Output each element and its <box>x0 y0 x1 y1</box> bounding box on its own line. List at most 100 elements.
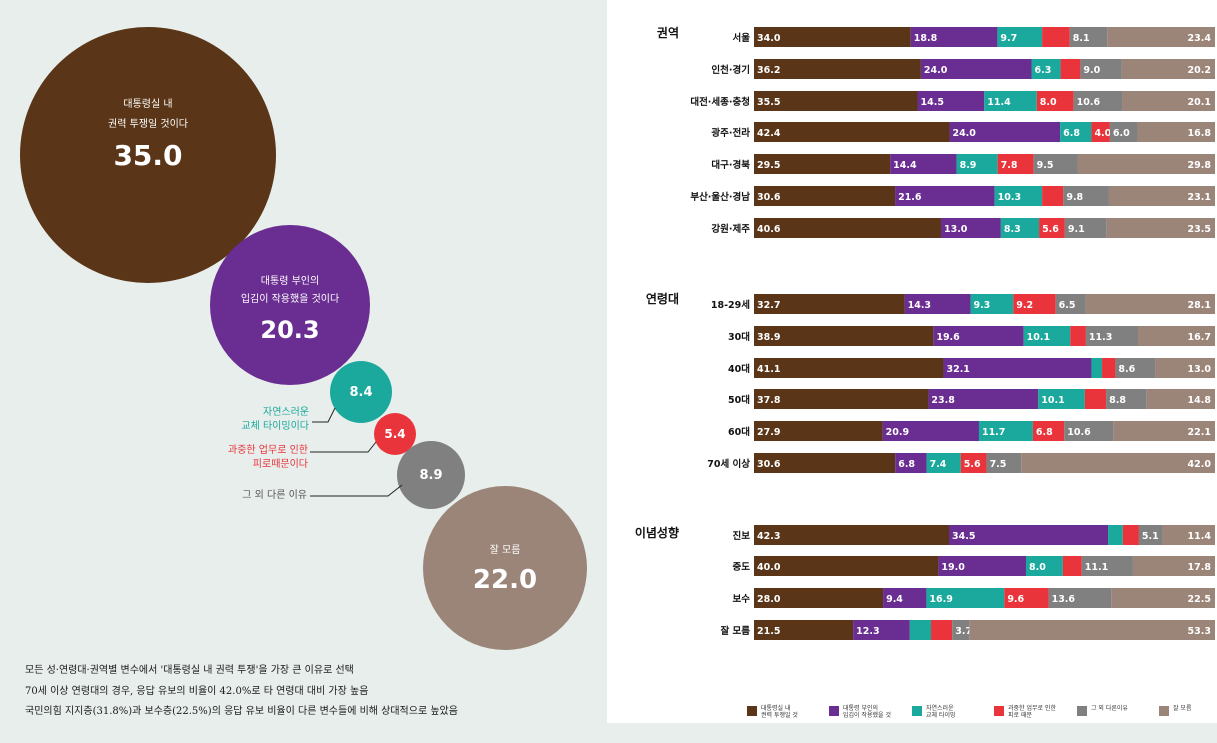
bar-segment <box>1108 525 1123 545</box>
bar-value-label: 5.1 <box>1142 531 1159 542</box>
bubble-0 <box>20 27 276 283</box>
bar-value-label: 12.3 <box>856 626 879 637</box>
bar-value-label: 7.5 <box>990 459 1007 470</box>
row-label: 보수 <box>733 594 751 605</box>
bar-value-label: 9.5 <box>1037 160 1054 171</box>
bar-row: 보수 28.0 9.4 16.9 9.6 13.6 22.5 <box>733 588 1215 608</box>
bubble-label-2: 자연스러운 <box>263 406 309 418</box>
bar-value-label: 8.0 <box>1029 562 1046 573</box>
bar-segment <box>949 122 1061 142</box>
bar-value-label: 37.8 <box>757 395 781 406</box>
bar-segment <box>1031 59 1061 79</box>
bar-segment <box>1109 122 1138 142</box>
bar-segment <box>1039 218 1065 238</box>
bar-segment <box>938 556 1026 576</box>
legend-label: 그 외 다른이유 <box>1091 705 1128 712</box>
bar-segment <box>895 453 927 473</box>
bar-segment <box>1108 186 1215 206</box>
bar-value-label: 8.3 <box>1004 224 1021 235</box>
bar-value-label: 30.6 <box>757 192 781 203</box>
bar-value-label: 22.1 <box>1188 427 1211 438</box>
bar-value-label: 35.5 <box>757 97 780 108</box>
bar-value-label: 6.3 <box>1035 65 1052 76</box>
bar-value-label: 11.1 <box>1085 562 1108 573</box>
bar-value-label: 9.7 <box>1000 33 1017 44</box>
bar-value-label: 9.0 <box>1083 65 1100 76</box>
bar-value-label: 18.8 <box>914 33 938 44</box>
bar-segment <box>960 453 987 473</box>
bubble-label-0: 대통령실 내 <box>123 98 172 110</box>
bar-segment <box>1080 59 1122 79</box>
bar-segment <box>1032 421 1065 441</box>
bar-segment <box>1107 27 1215 47</box>
legend-label-line: 대통령 부인의 <box>843 705 879 712</box>
bar-value-label: 13.6 <box>1052 594 1076 605</box>
bar-value-label: 21.6 <box>898 192 922 203</box>
bar-value-label: 8.6 <box>1118 364 1135 375</box>
bar-value-label: 13.0 <box>944 224 968 235</box>
row-label: 40대 <box>728 363 750 375</box>
bar-segment <box>1106 218 1215 238</box>
bar-segment <box>1055 294 1086 314</box>
bar-segment <box>1033 154 1078 174</box>
bubble-label-5: 잘 모름 <box>490 544 521 556</box>
bar-segment <box>943 358 1092 378</box>
legend-label-line: 대통령실 내 <box>761 705 791 712</box>
bar-value-label: 19.0 <box>941 562 965 573</box>
bar-segment <box>895 186 995 206</box>
bar-segment <box>883 588 927 608</box>
bar-segment <box>952 620 970 640</box>
bar-segment <box>984 91 1037 111</box>
bar-value-label: 11.7 <box>982 427 1005 438</box>
note-line-3: 국민의힘 지지층(31.8%)과 보수층(22.5%)의 응답 유보 비율이 다… <box>25 706 458 717</box>
bar-value-label: 42.3 <box>757 531 780 542</box>
bar-segment <box>1085 294 1215 314</box>
bar-segment <box>754 294 905 314</box>
bar-segment <box>956 154 998 174</box>
legend-item: 과중한 업무로 인한 피로 때문 <box>994 705 1056 719</box>
group-title: 권역 <box>657 25 679 40</box>
legend-swatch <box>1077 706 1087 716</box>
bar-value-label: 14.4 <box>893 160 917 171</box>
bar-value-label: 19.6 <box>936 332 960 343</box>
bar-value-label: 8.0 <box>1040 97 1057 108</box>
row-label: 강원·제주 <box>711 223 750 235</box>
bar-value-label: 9.3 <box>973 300 990 311</box>
bar-segment <box>997 154 1034 174</box>
legend-swatch <box>747 706 757 716</box>
legend-label-line: 교체 타이밍 <box>926 712 956 719</box>
bar-value-label: 20.2 <box>1188 65 1211 76</box>
bar-row: 60대 27.9 20.9 11.7 6.8 10.6 22.1 <box>728 421 1215 441</box>
bar-segment <box>1070 326 1086 346</box>
bar-segment <box>1132 556 1215 576</box>
bar-segment <box>978 421 1033 441</box>
bar-segment <box>754 154 891 174</box>
legend-item: 잘 모름 <box>1159 705 1191 716</box>
bubble-label-2: 교체 타이밍이다 <box>241 420 309 432</box>
bar-value-label: 14.5 <box>920 97 943 108</box>
bubble-value-3: 5.4 <box>384 427 405 441</box>
group-title: 이념성향 <box>635 525 679 540</box>
bar-value-label: 36.2 <box>757 65 780 76</box>
bar-segment <box>1013 294 1056 314</box>
bar-value-label: 40.0 <box>757 562 781 573</box>
bar-segment <box>754 122 950 142</box>
bar-value-label: 3.7 <box>955 626 972 637</box>
bar-value-label: 6.8 <box>1063 128 1080 139</box>
bar-segment <box>754 556 939 576</box>
bar-segment <box>940 218 1001 238</box>
bar-value-label: 11.3 <box>1089 332 1112 343</box>
bar-row: 대구·경북 29.5 14.4 8.9 7.8 9.5 29.8 <box>711 154 1215 174</box>
bar-segment <box>754 620 854 640</box>
bar-value-label: 10.3 <box>998 192 1021 203</box>
row-label: 진보 <box>733 530 751 542</box>
legend-label: 과중한 업무로 인한 피로 때문 <box>1008 705 1056 719</box>
bar-value-label: 10.1 <box>1041 395 1064 406</box>
bar-row: 강원·제주 40.6 13.0 8.3 5.6 9.1 23.5 <box>711 218 1215 238</box>
bar-row: 광주·전라 42.4 24.0 6.8 4.0 6.0 16.8 <box>711 122 1215 142</box>
legend-label-line: 과중한 업무로 인한 <box>1008 705 1056 712</box>
bar-value-label: 42.0 <box>1188 459 1212 470</box>
bar-value-label: 22.5 <box>1188 594 1211 605</box>
bubble-2 <box>330 361 392 423</box>
